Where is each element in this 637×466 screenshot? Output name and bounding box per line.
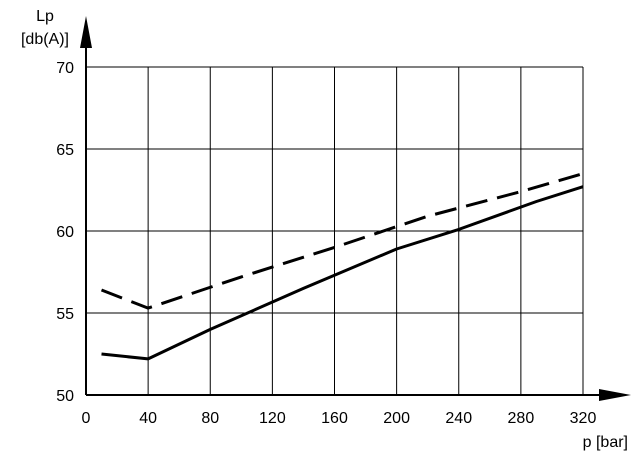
x-axis-arrow-icon — [599, 389, 631, 401]
tick-labels: 0 40 80 120 160 200 240 280 320 50 55 60 65 70 — [56, 60, 596, 427]
y-axis-label-line2: [db(A)] — [21, 31, 69, 48]
series-line-dashed — [100, 172, 584, 310]
grid — [86, 66, 584, 395]
y-tick-label: 50 — [56, 388, 74, 405]
x-tick-label: 40 — [139, 410, 157, 427]
series-group — [100, 172, 584, 361]
x-axis-label: p [bar] — [583, 434, 628, 451]
y-axis-arrow-icon — [80, 16, 92, 48]
x-tick-label: 80 — [201, 410, 219, 427]
y-tick-label: 70 — [56, 60, 74, 77]
x-tick-label: 160 — [321, 410, 348, 427]
x-tick-label: 0 — [82, 410, 91, 427]
y-axis-label-line1: Lp — [36, 8, 54, 25]
axes — [80, 16, 631, 401]
y-tick-label: 65 — [56, 142, 74, 159]
x-tick-label: 200 — [383, 410, 410, 427]
x-tick-label: 320 — [570, 410, 597, 427]
x-tick-label: 120 — [259, 410, 286, 427]
x-tick-label: 280 — [508, 410, 535, 427]
y-tick-label: 55 — [56, 306, 74, 323]
x-tick-label: 240 — [445, 410, 472, 427]
y-tick-label: 60 — [56, 224, 74, 241]
series-line-solid — [101, 185, 584, 361]
